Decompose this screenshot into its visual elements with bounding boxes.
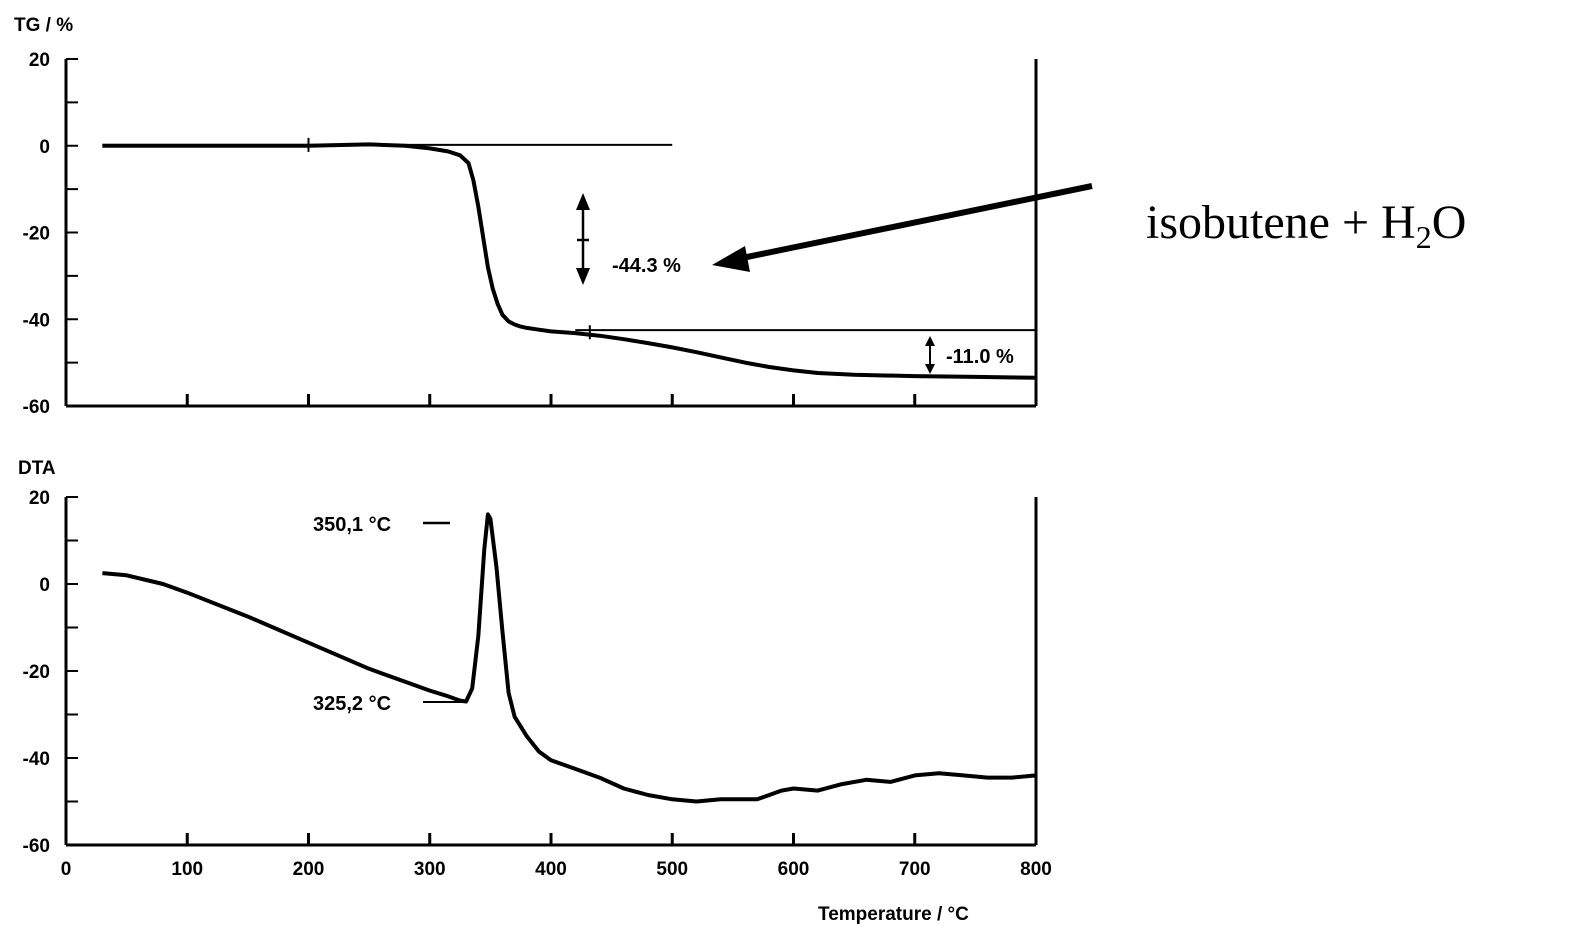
dta-x-axis-title: Temperature / °C bbox=[818, 904, 969, 925]
dta-curve bbox=[102, 512, 1037, 804]
dta-y-tick-label: -40 bbox=[23, 749, 50, 770]
dta-x-tick-label: 600 bbox=[778, 859, 810, 880]
dta-x-tick-label: 200 bbox=[293, 859, 325, 880]
dta-y-axis: 20 0 -20 -40 -60 bbox=[23, 488, 78, 857]
dta-x-tick-label: 0 bbox=[61, 859, 72, 880]
dta-y-tick-label: 0 bbox=[39, 575, 50, 596]
dta-x-tick-label: 300 bbox=[414, 859, 446, 880]
tg-step1-arrow bbox=[576, 193, 590, 285]
dta-peak-label: 350,1 °C bbox=[313, 514, 391, 536]
dta-x-tick-label: 400 bbox=[535, 859, 567, 880]
isobutene-water-arrow bbox=[712, 183, 1093, 272]
isobutene-water-label: isobutene + H2O bbox=[1146, 196, 1466, 255]
tg-y-tick-label: -60 bbox=[23, 397, 50, 418]
dta-plot-frame bbox=[64, 497, 1038, 847]
tg-y-tick-label: 20 bbox=[29, 50, 50, 71]
dta-y-tick-label: -20 bbox=[23, 662, 50, 683]
tg-curve bbox=[102, 142, 1037, 380]
tg-axis-title: TG / % bbox=[14, 15, 73, 36]
tg-reference-lines bbox=[102, 137, 1036, 340]
tg-step1-label: -44.3 % bbox=[612, 255, 681, 277]
tg-y-axis: 20 0 -20 -40 -60 bbox=[23, 50, 78, 418]
dta-onset-label: 325,2 °C bbox=[313, 693, 391, 715]
tg-y-tick-label: -40 bbox=[23, 310, 50, 331]
dta-y-tick-label: 20 bbox=[29, 488, 50, 509]
tg-y-tick-label: -20 bbox=[23, 224, 50, 245]
tg-step2-arrow bbox=[925, 336, 935, 374]
dta-x-tick-label: 100 bbox=[171, 859, 203, 880]
tg-y-tick-label: 0 bbox=[39, 137, 50, 158]
dta-x-tick-label: 800 bbox=[1020, 859, 1052, 880]
tg-plot-frame bbox=[64, 59, 1038, 408]
tg-step2-label: -11.0 % bbox=[946, 346, 1014, 368]
dta-x-tick-label: 700 bbox=[899, 859, 931, 880]
dta-panel: DTA 200-20-40-60 0 100 200 300 400 500 600 700 8… bbox=[18, 458, 1052, 925]
dta-axis-title: DTA bbox=[18, 458, 56, 479]
dta-x-tick-label: 500 bbox=[656, 859, 688, 880]
tg-panel: TG / % 20 0 -20 -40 -60 -44.3 % -11.0 % isob… bbox=[14, 15, 1466, 418]
dta-y-tick-label: -60 bbox=[23, 836, 50, 857]
dta-x-axis: 0 100 200 300 400 500 600 700 800 bbox=[61, 859, 1052, 880]
